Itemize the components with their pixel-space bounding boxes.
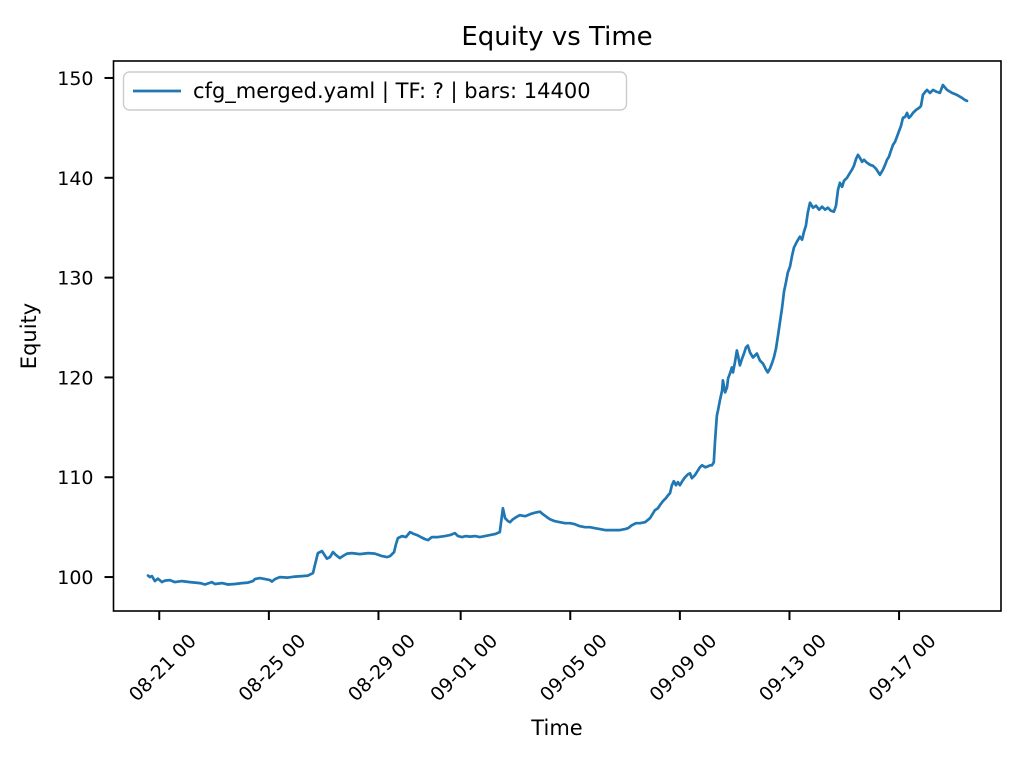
x-tick-label: 09-01 00 — [426, 630, 502, 706]
y-tick-label: 100 — [57, 567, 93, 589]
series-layer — [146, 83, 969, 586]
x-tick-label: 09-05 00 — [536, 630, 612, 706]
legend-label: cfg_merged.yaml | TF: ? | bars: 14400 — [193, 79, 591, 104]
x-tick-label: 08-29 00 — [344, 630, 420, 706]
chart-title: Equity vs Time — [461, 22, 652, 52]
legend: cfg_merged.yaml | TF: ? | bars: 14400 — [122, 71, 628, 111]
x-tick-label: 08-25 00 — [234, 630, 310, 706]
y-tick-label: 130 — [57, 268, 93, 290]
equity-line — [146, 83, 969, 586]
x-tick-label: 08-21 00 — [125, 630, 201, 706]
y-tick-label: 110 — [57, 467, 93, 489]
y-tick-label: 120 — [57, 367, 93, 389]
legend-frame — [122, 71, 628, 111]
x-tick-label: 09-09 00 — [645, 630, 721, 706]
y-tick-label: 140 — [57, 168, 93, 190]
x-tick-label: 09-17 00 — [865, 630, 941, 706]
x-tick-label: 09-13 00 — [755, 630, 831, 706]
plot-area — [112, 60, 1002, 612]
x-axis-label: Time — [530, 716, 582, 740]
y-tick-label: 150 — [57, 68, 93, 90]
y-axis-label: Equity — [17, 303, 41, 369]
